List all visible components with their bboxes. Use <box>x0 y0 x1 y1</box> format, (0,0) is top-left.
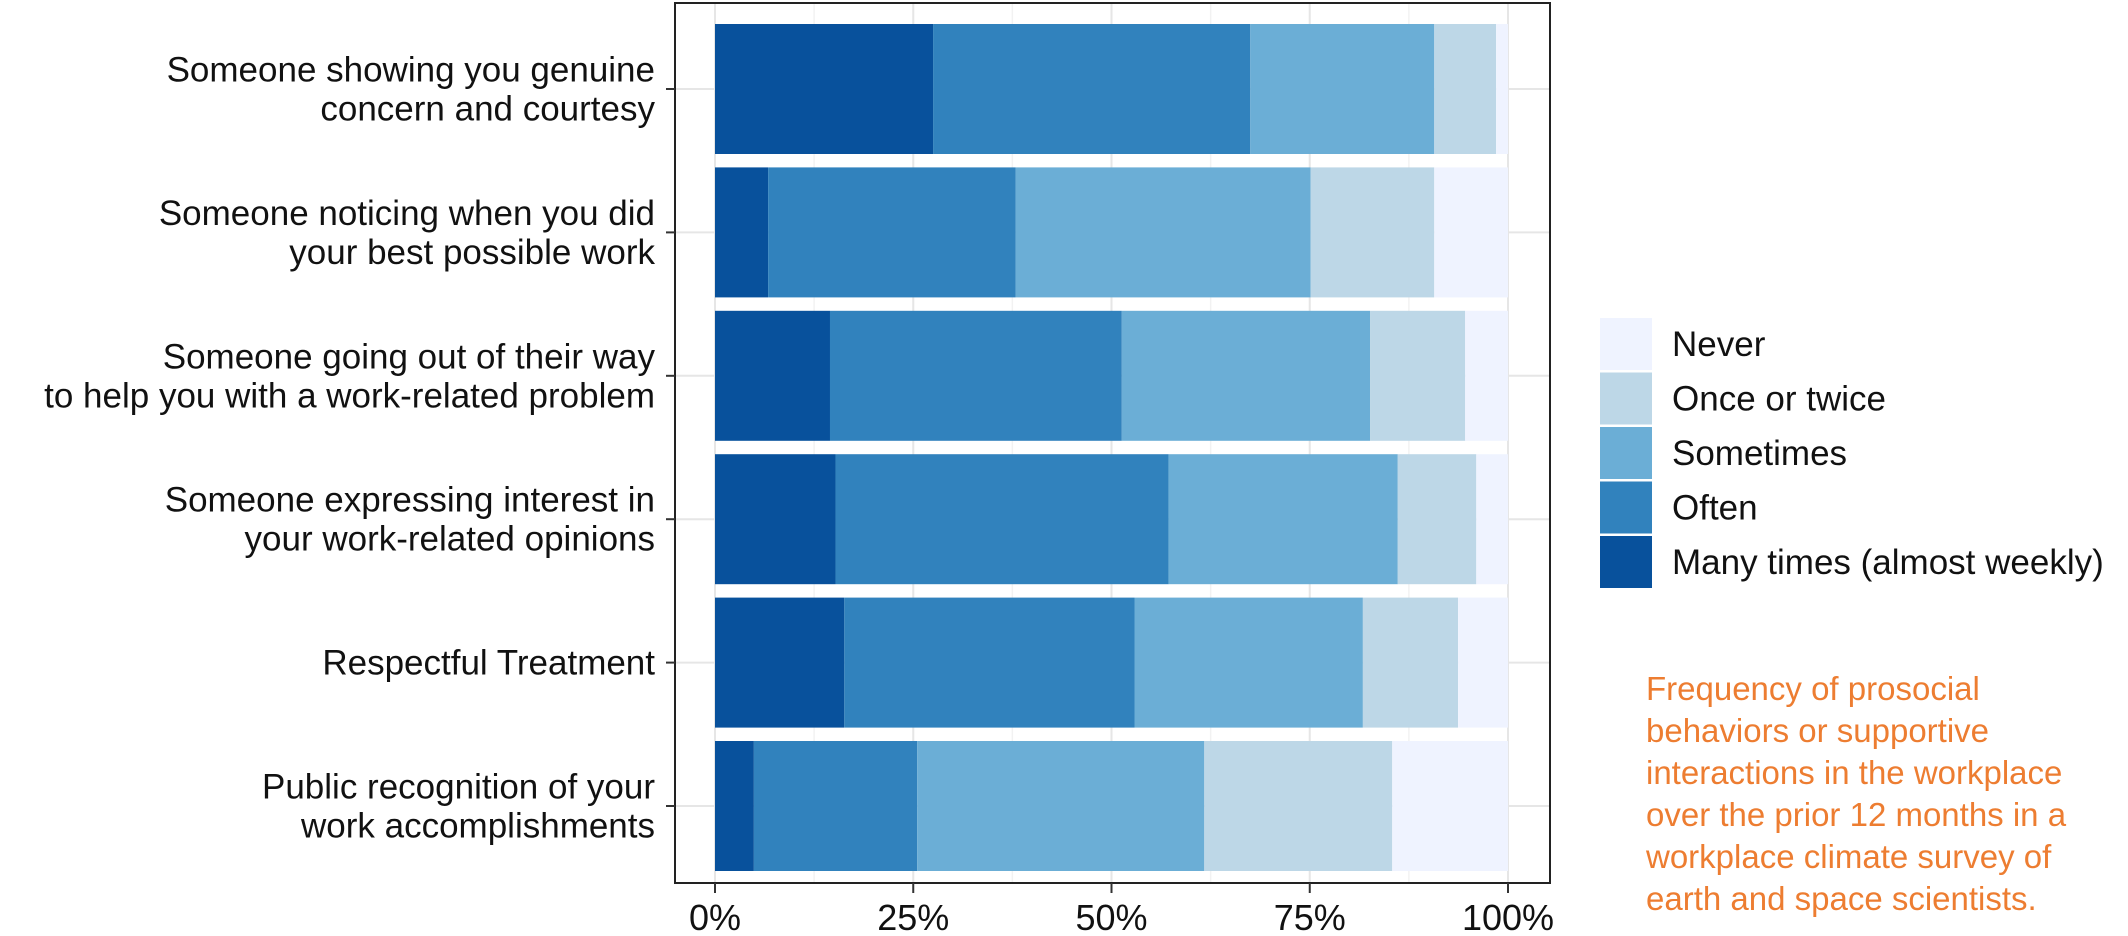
legend: Never Once or twice Sometimes Often Many tim… <box>1600 318 2104 588</box>
legend-swatch <box>1600 481 1652 534</box>
legend-label: Many times (almost weekly) <box>1672 543 2104 582</box>
bar-segment <box>1204 741 1393 871</box>
legend-label: Sometimes <box>1672 434 1847 473</box>
bar-segment <box>1496 24 1508 154</box>
bar-segment <box>829 310 1122 441</box>
x-axis: 0% 25% 50% 75% 100% <box>689 883 1554 936</box>
legend-swatch <box>1600 536 1652 588</box>
bar-segment <box>1310 167 1435 298</box>
category-label: Someone noticing when you did your best p… <box>159 194 656 272</box>
legend-label: Often <box>1672 489 1758 528</box>
bar-segment <box>753 741 918 871</box>
bar-segment <box>1434 167 1508 298</box>
bar-segment <box>715 24 934 154</box>
bar-segment <box>1134 597 1363 728</box>
legend-swatch <box>1600 318 1652 370</box>
bar-segment <box>1250 24 1435 154</box>
bar-segment <box>1458 597 1508 728</box>
bar-segment <box>835 454 1169 585</box>
caption-text: Frequency of prosocial behaviors or supp… <box>1646 670 2067 917</box>
legend-label: Once or twice <box>1672 380 1886 419</box>
bar-segment <box>715 310 830 441</box>
bar-segment <box>768 167 1016 298</box>
bar-segment <box>715 741 754 871</box>
bar-segment <box>1392 741 1508 871</box>
bar-segment <box>1121 310 1371 441</box>
category-label: Someone expressing interest in your work-… <box>165 481 655 559</box>
bar-segment <box>933 24 1251 154</box>
x-tick-label: 100% <box>1462 897 1554 936</box>
bar-segment <box>1015 167 1311 298</box>
bar-segment <box>1397 454 1477 585</box>
bar-segment <box>844 597 1135 728</box>
bars <box>715 24 1508 871</box>
bar-segment <box>715 454 836 585</box>
bar-segment <box>1362 597 1459 728</box>
bar-segment <box>1168 454 1398 585</box>
x-tick-label: 25% <box>877 897 949 936</box>
bar-segment <box>715 597 845 728</box>
bar-segment <box>715 167 769 298</box>
category-label: Public recognition of your work accomplis… <box>262 768 655 846</box>
category-label: Respectful Treatment <box>322 644 655 683</box>
legend-swatch <box>1600 427 1652 479</box>
bar-segment <box>1370 310 1466 441</box>
x-tick-label: 0% <box>689 897 741 936</box>
category-label: Someone showing you genuine concern and c… <box>167 51 656 129</box>
category-label: Someone going out of their way to help yo… <box>44 337 655 415</box>
bar-segment <box>1434 24 1497 154</box>
category-labels: Someone showing you genuine concern and c… <box>44 51 675 846</box>
bar-segment <box>1465 310 1508 441</box>
bar-segment <box>917 741 1205 871</box>
legend-label: Never <box>1672 325 1766 364</box>
legend-swatch <box>1600 372 1652 425</box>
x-tick-label: 50% <box>1075 897 1147 936</box>
bar-segment <box>1476 454 1508 585</box>
x-tick-label: 75% <box>1274 897 1346 936</box>
